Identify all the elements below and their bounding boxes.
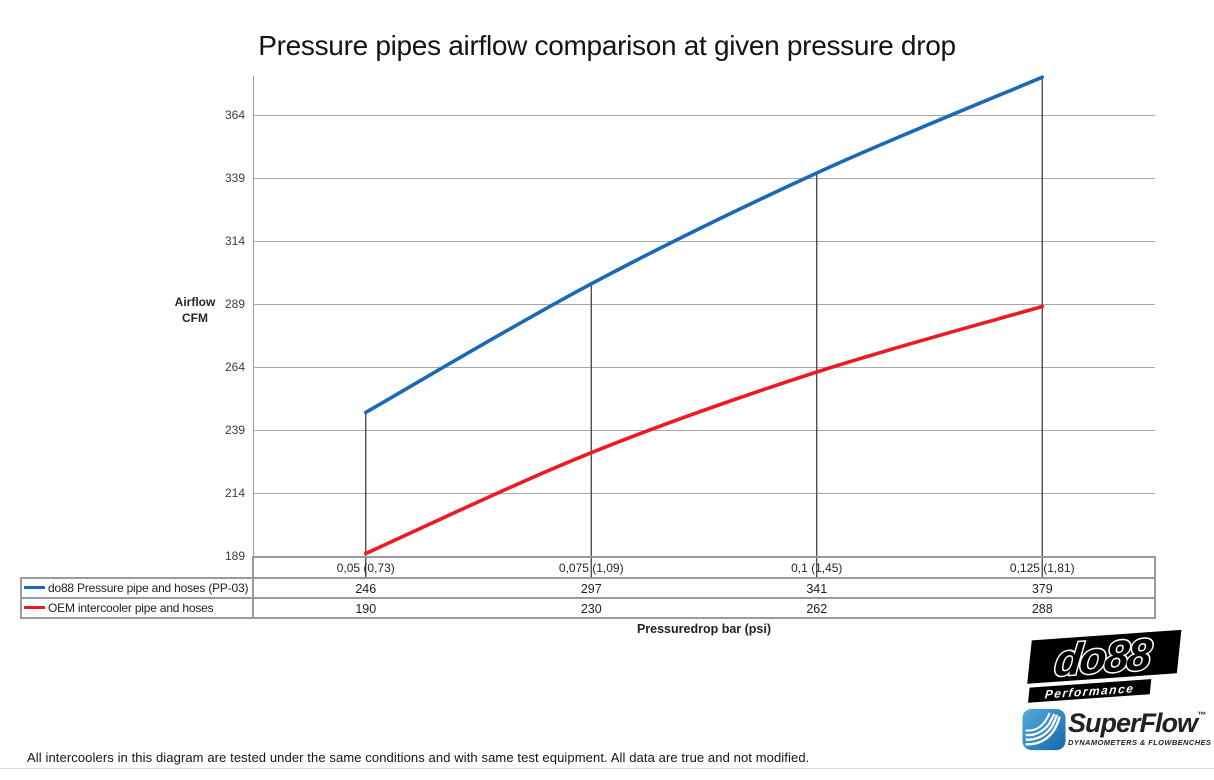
table-value-cell: 379	[1031, 582, 1053, 596]
table-value-cell: 262	[806, 602, 828, 616]
superflow-wave-icon	[1022, 708, 1066, 751]
footer-note: All intercoolers in this diagram are tes…	[27, 750, 810, 765]
table-value-cell: 246	[355, 582, 377, 596]
y-tick-label: 214	[224, 486, 245, 500]
y-axis-label: Airflow CFM	[156, 294, 234, 326]
do88-logo: do88 Performance	[1024, 629, 1190, 707]
category-label: 0,05 (0,73)	[336, 561, 395, 575]
legend-label-1: OEM intercooler pipe and hoses	[48, 600, 214, 615]
table-value-cell: 190	[355, 602, 377, 616]
y-axis-label-line2: CFM	[182, 311, 208, 325]
table-border-top	[253, 556, 1155, 558]
y-tick-label: 364	[224, 108, 245, 122]
do88-performance-strip: Performance	[1028, 679, 1152, 703]
y-tick-label: 339	[224, 171, 245, 185]
legend-label-0: do88 Pressure pipe and hoses (PP-03)	[48, 580, 249, 595]
table-border-label-right	[252, 556, 254, 619]
table-value-cell: 288	[1031, 602, 1053, 616]
category-label: 0,1 (1,45)	[791, 561, 843, 575]
table-legend-row: OEM intercooler pipe and hoses	[24, 598, 250, 617]
y-tick-label: 314	[224, 234, 245, 248]
chart-title: Pressure pipes airflow comparison at giv…	[258, 30, 956, 61]
svg-text:do88: do88	[1052, 630, 1154, 686]
table-border-bottom	[20, 617, 1155, 619]
table-value-cell: 230	[580, 602, 602, 616]
y-axis-label-line1: Airflow	[174, 295, 216, 309]
x-axis-label: Pressuredrop bar (psi)	[636, 622, 772, 636]
table-legend-row: do88 Pressure pipe and hoses (PP-03)	[24, 578, 250, 597]
y-tick-label: 289	[224, 297, 245, 311]
table-border-left	[20, 577, 22, 619]
table-value-cell: 297	[580, 582, 602, 596]
legend-key-1	[24, 605, 45, 610]
legend-key-0	[24, 585, 45, 590]
table-value-cell: 341	[806, 582, 828, 596]
table-border-row2	[20, 597, 1155, 599]
superflow-trademark: ™	[1197, 710, 1207, 720]
superflow-wordmark: SuperFlow™	[1068, 708, 1207, 738]
y-tick-label: 264	[224, 360, 245, 374]
superflow-subtitle: DYNAMOMETERS & FLOWBENCHES	[1068, 738, 1212, 747]
y-tick-label: 239	[224, 423, 245, 437]
superflow-logo: SuperFlow™ DYNAMOMETERS & FLOWBENCHES	[1022, 706, 1212, 754]
do88-logo-text: do88	[1051, 629, 1156, 688]
y-tick-label: 189	[224, 549, 245, 563]
do88-logo-box: do88	[1027, 629, 1182, 688]
table-border-right	[1154, 556, 1156, 619]
y-axis-line	[253, 76, 254, 557]
table-border-row1	[20, 577, 1155, 579]
category-label: 0,075 (1,09)	[558, 561, 624, 575]
category-label: 0,125 (1,81)	[1009, 561, 1075, 575]
footer-divider	[0, 768, 1214, 769]
